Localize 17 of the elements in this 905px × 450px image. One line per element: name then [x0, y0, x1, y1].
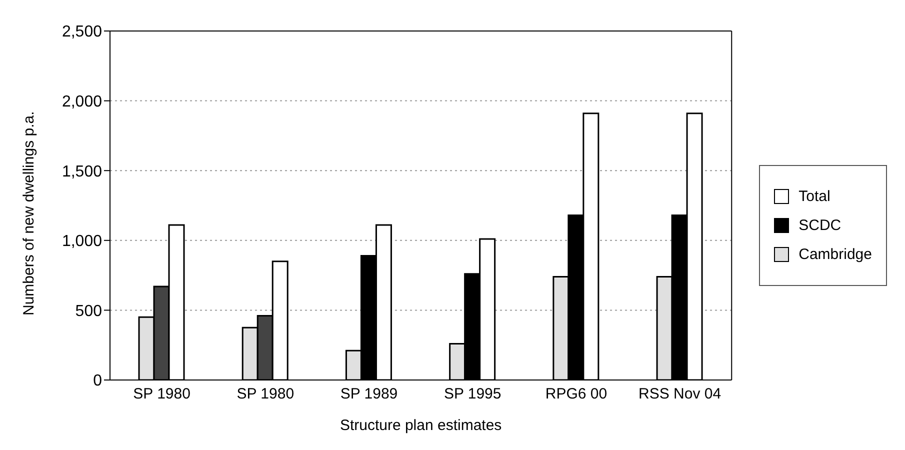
y-tick-label: 1,500 [62, 163, 102, 180]
x-tick-label: SP 1980 [133, 386, 190, 403]
x-tick-label: RSS Nov 04 [638, 386, 722, 403]
y-tick-label: 2,000 [62, 93, 102, 110]
x-tick-label: SP 1995 [444, 386, 502, 403]
x-axis-title: Structure plan estimates [340, 417, 502, 434]
y-axis-title: Numbers of new dwellings p.a. [20, 111, 38, 316]
legend-label: SCDC [798, 216, 842, 234]
y-tick-label: 1,000 [62, 233, 102, 250]
y-tick-label: 2,500 [62, 24, 102, 41]
y-tick-label: 0 [93, 372, 102, 390]
x-tick-label: SP 1989 [340, 386, 398, 403]
y-tick-label: 500 [75, 302, 102, 320]
legend-label: Cambridge [798, 246, 872, 262]
legend-label: Total [798, 188, 830, 204]
x-tick-label: RPG6 00 [545, 386, 608, 403]
x-tick-label: SP 1980 [236, 386, 294, 403]
